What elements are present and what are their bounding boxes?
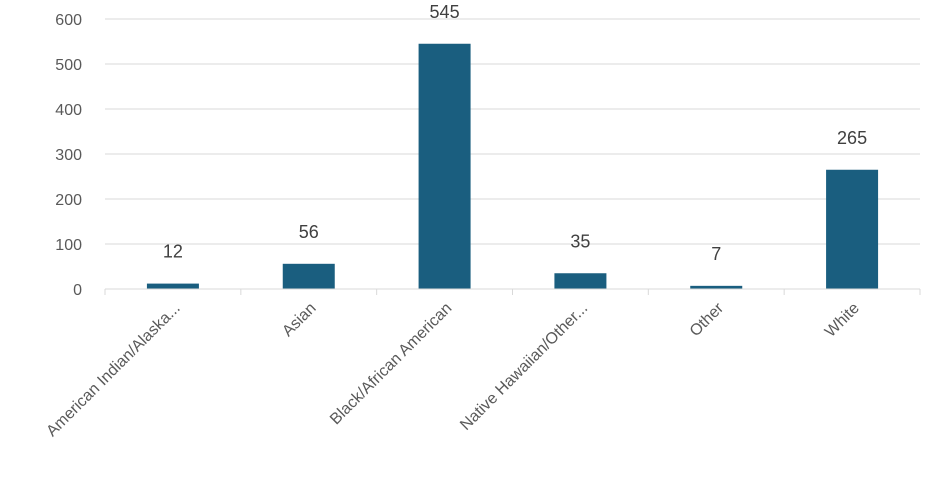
x-axis-category-labels: American Indian/Alaska... Asian Black/Afri… — [43, 299, 863, 440]
y-tick-label: 300 — [55, 147, 82, 164]
y-tick-label: 100 — [55, 237, 82, 254]
category-label: Black/African American — [327, 300, 455, 428]
bar — [690, 285, 743, 289]
bar — [826, 169, 879, 289]
data-labels: 12 56 545 35 7 265 — [163, 2, 867, 264]
category-label: White — [822, 300, 863, 341]
category-label: Other — [687, 299, 728, 340]
y-tick-label: 500 — [55, 57, 82, 74]
data-label: 545 — [430, 2, 460, 22]
data-label: 35 — [570, 231, 590, 251]
bar — [554, 273, 607, 289]
category-label: American Indian/Alaska... — [43, 300, 183, 440]
category-label: Native Hawaiian/Other... — [457, 300, 591, 434]
y-tick-label: 400 — [55, 102, 82, 119]
y-tick-label: 0 — [73, 282, 82, 299]
category-label: Asian — [279, 300, 319, 340]
bar — [418, 43, 471, 289]
data-label: 265 — [837, 128, 867, 148]
y-tick-label: 600 — [55, 12, 82, 29]
gridlines — [105, 18, 920, 245]
data-label: 7 — [711, 244, 721, 264]
data-label: 56 — [299, 222, 319, 242]
x-axis-tick-marks — [104, 289, 921, 295]
y-tick-label: 200 — [55, 192, 82, 209]
data-label: 12 — [163, 242, 183, 262]
y-axis-tick-labels: 0 100 200 300 400 500 600 — [55, 12, 82, 299]
bars — [146, 43, 879, 289]
bar — [282, 263, 335, 289]
bar — [146, 283, 199, 289]
